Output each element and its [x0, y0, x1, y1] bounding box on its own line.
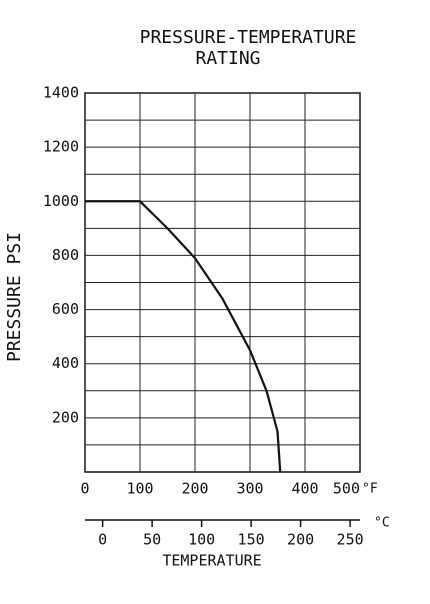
- y-tick-label: 1000: [43, 192, 79, 210]
- x2-tick-label: 50: [143, 531, 161, 549]
- x-tick-label: 200: [181, 480, 208, 498]
- x-unit: °F: [362, 482, 378, 497]
- x-tick-label: 0: [80, 480, 89, 498]
- y-axis-label: PRESSURE PSI: [4, 232, 25, 362]
- y-tick-label: 600: [52, 300, 79, 318]
- chart-subtitle: RATING: [195, 48, 260, 69]
- x2-tick-label: 0: [98, 531, 107, 549]
- x-tick-label: 100: [126, 480, 153, 498]
- x2-tick-label: 100: [188, 531, 215, 549]
- x2-unit: °C: [374, 516, 390, 531]
- x2-tick-label: 200: [287, 531, 314, 549]
- y-tick-label: 1200: [43, 138, 79, 156]
- y-tick-label: 800: [52, 246, 79, 264]
- y-tick-label: 1400: [43, 84, 79, 102]
- x-axis-label: TEMPERATURE: [162, 552, 261, 570]
- x2-tick-label: 150: [238, 531, 265, 549]
- x-tick-label: 500: [333, 480, 360, 498]
- x-tick-label: 300: [236, 480, 263, 498]
- pressure-curve: [85, 200, 282, 473]
- x2-tick-label: 250: [337, 531, 364, 549]
- y-tick-label: 200: [52, 408, 79, 426]
- chart-title: PRESSURE-TEMPERATURE: [140, 27, 357, 48]
- y-tick-label: 400: [52, 354, 79, 372]
- x-tick-label: 400: [291, 480, 318, 498]
